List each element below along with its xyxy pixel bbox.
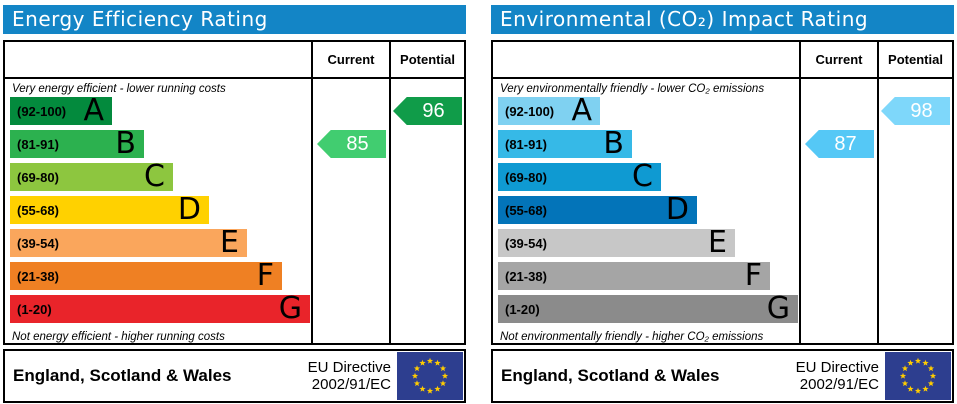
- band-range: (81-91): [17, 136, 59, 152]
- co2-band-c: (69-80) C: [498, 159, 661, 194]
- band-letter: D: [177, 192, 201, 227]
- eu-directive-line1: EU Directive: [307, 358, 391, 376]
- energy-band-d: (55-68) D: [10, 192, 209, 227]
- region-label: England, Scotland & Wales: [13, 366, 232, 385]
- band-letter: A: [83, 93, 104, 128]
- band-range: (69-80): [505, 169, 547, 185]
- co2-top-note: Very environmentally friendly - lower CO…: [500, 83, 765, 95]
- co2-potential-value: 98: [910, 99, 933, 122]
- energy-panel-title: Energy Efficiency Rating: [3, 5, 466, 34]
- eu-directive-label: EU Directive 2002/91/EC: [308, 359, 391, 394]
- band-range: (55-68): [505, 202, 547, 218]
- co2-band-a: (92-100) A: [498, 93, 600, 128]
- energy-table-header: Current Potential: [5, 42, 464, 79]
- band-letter: C: [144, 159, 165, 194]
- band-range: (69-80): [17, 169, 59, 185]
- band-letter: E: [708, 225, 727, 260]
- energy-top-note: Very energy efficient - lower running co…: [12, 83, 226, 95]
- energy-rating-table: Current Potential Very energy efficient …: [3, 40, 466, 345]
- co2-current-column-header: Current: [799, 42, 877, 77]
- band-letter: A: [571, 93, 592, 128]
- region-label: England, Scotland & Wales: [501, 366, 720, 385]
- co2-panel-title: Environmental (CO₂) Impact Rating: [491, 5, 954, 34]
- energy-header-spacer: [5, 42, 311, 77]
- band-range: (55-68): [17, 202, 59, 218]
- co2-bands-cell: Very environmentally friendly - lower CO…: [493, 79, 799, 343]
- energy-band-e: (39-54) E: [10, 225, 247, 260]
- energy-current-column-header: Current: [311, 42, 389, 77]
- energy-bottom-note: Not energy efficient - higher running co…: [12, 331, 225, 343]
- energy-current-arrow: 85: [317, 130, 386, 158]
- co2-bands: (92-100) A (81-91) B (69-80) C (55-68) D (39…: [498, 93, 798, 328]
- co2-rating-table: Current Potential Very environmentally f…: [491, 40, 954, 345]
- energy-band-g: (1-20) G: [10, 291, 310, 326]
- band-letter: B: [115, 126, 136, 161]
- band-range: (92-100): [17, 103, 67, 119]
- co2-current-value: 87: [834, 132, 857, 155]
- co2-band-d: (55-68) D: [498, 192, 697, 227]
- co2-band-e: (39-54) E: [498, 225, 735, 260]
- energy-current-value: 85: [346, 132, 369, 155]
- co2-band-g: (1-20) G: [498, 291, 798, 326]
- co2-table-body: Very environmentally friendly - lower CO…: [493, 79, 952, 343]
- eu-flag-icon: [397, 352, 463, 400]
- co2-band-f: (21-38) F: [498, 258, 770, 293]
- band-range: (21-38): [17, 268, 59, 284]
- co2-bottom-note: Not environmentally friendly - higher CO…: [500, 331, 764, 343]
- band-letter: E: [220, 225, 239, 260]
- band-letter: F: [256, 258, 274, 293]
- band-range: (92-100): [505, 103, 555, 119]
- energy-potential-arrow: 96: [393, 97, 462, 125]
- co2-current-arrow: 87: [805, 130, 874, 158]
- band-range: (1-20): [505, 301, 540, 317]
- co2-footer: England, Scotland & Wales EU Directive 2…: [491, 349, 954, 403]
- energy-potential-value: 96: [422, 99, 445, 122]
- eu-directive-line2: 2002/91/EC: [799, 376, 879, 393]
- co2-potential-arrow: 98: [881, 97, 950, 125]
- band-range: (39-54): [505, 235, 547, 251]
- energy-band-c: (69-80) C: [10, 159, 173, 194]
- band-range: (81-91): [505, 136, 547, 152]
- co2-band-b: (81-91) B: [498, 126, 632, 161]
- energy-efficiency-panel: Energy Efficiency Rating Current Potenti…: [3, 5, 466, 403]
- co2-header-spacer: [493, 42, 799, 77]
- energy-potential-cell: 96: [389, 79, 464, 343]
- band-range: (39-54): [17, 235, 59, 251]
- energy-potential-column-header: Potential: [389, 42, 464, 77]
- energy-band-a: (92-100) A: [10, 93, 112, 128]
- eu-flag-icon: [885, 352, 951, 400]
- band-letter: G: [766, 291, 790, 326]
- band-letter: F: [744, 258, 762, 293]
- eu-directive-line2: 2002/91/EC: [311, 376, 391, 393]
- co2-impact-panel: Environmental (CO₂) Impact Rating Curren…: [491, 5, 954, 403]
- co2-potential-column-header: Potential: [877, 42, 952, 77]
- energy-band-f: (21-38) F: [10, 258, 282, 293]
- band-letter: B: [603, 126, 624, 161]
- eu-directive-label: EU Directive 2002/91/EC: [796, 359, 879, 394]
- energy-bands: (92-100) A (81-91) B (69-80) C (55-68) D (39…: [10, 93, 310, 328]
- band-letter: C: [632, 159, 653, 194]
- energy-band-b: (81-91) B: [10, 126, 144, 161]
- co2-table-header: Current Potential: [493, 42, 952, 79]
- band-letter: D: [665, 192, 689, 227]
- energy-current-cell: 85: [311, 79, 389, 343]
- band-range: (21-38): [505, 268, 547, 284]
- energy-table-body: Very energy efficient - lower running co…: [5, 79, 464, 343]
- energy-footer: England, Scotland & Wales EU Directive 2…: [3, 349, 466, 403]
- band-range: (1-20): [17, 301, 52, 317]
- energy-bands-cell: Very energy efficient - lower running co…: [5, 79, 311, 343]
- co2-potential-cell: 98: [877, 79, 952, 343]
- band-letter: G: [278, 291, 302, 326]
- co2-current-cell: 87: [799, 79, 877, 343]
- eu-directive-line1: EU Directive: [795, 358, 879, 376]
